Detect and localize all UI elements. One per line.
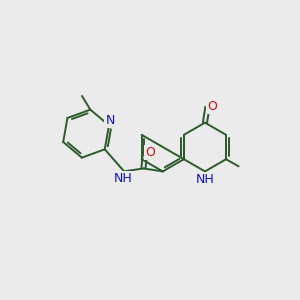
Text: NH: NH — [114, 172, 133, 185]
Text: O: O — [208, 100, 218, 113]
Text: O: O — [145, 146, 155, 159]
Text: N: N — [106, 114, 115, 127]
Text: NH: NH — [196, 173, 215, 186]
